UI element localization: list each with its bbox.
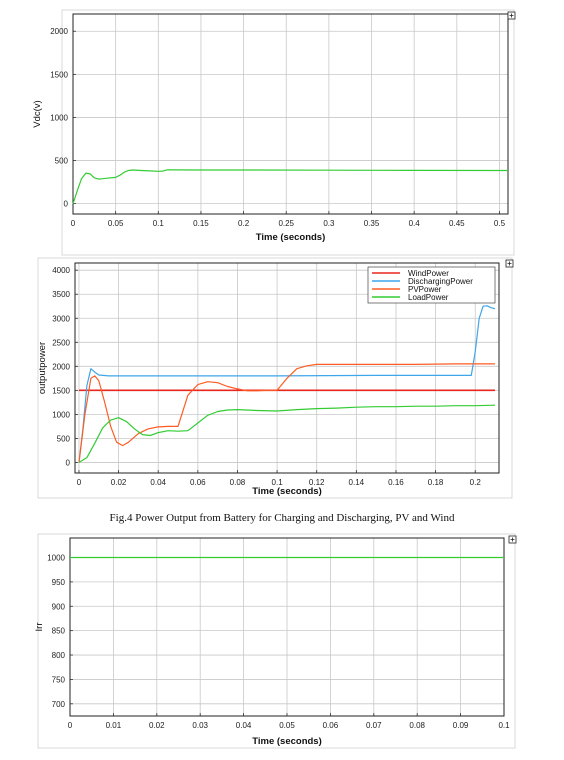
y-axis-label: Irr	[34, 623, 45, 632]
x-tick-label: 0	[77, 478, 82, 487]
y-tick-label: 850	[52, 627, 66, 636]
x-tick-label: 0.07	[366, 721, 382, 730]
x-tick-label: 0.16	[388, 478, 404, 487]
series-line-1	[72, 169, 508, 204]
y-axis-label: outputpower	[37, 342, 48, 394]
x-tick-label: 0	[71, 219, 76, 228]
series-line-loadpower	[78, 404, 496, 463]
expand-icon-glyph	[509, 13, 514, 18]
x-tick-label: 0.25	[278, 219, 294, 228]
y-tick-label: 800	[52, 651, 66, 660]
x-tick-label: 0.4	[409, 219, 421, 228]
x-tick-label: 0.18	[428, 478, 444, 487]
x-tick-label: 0.35	[364, 219, 380, 228]
y-tick-label: 1000	[47, 554, 65, 563]
y-tick-label: 900	[52, 602, 66, 611]
x-tick-label: 0.2	[470, 478, 482, 487]
legend-entry: LoadPower	[408, 293, 449, 302]
y-tick-label: 1500	[50, 70, 68, 79]
chart-panel-3: 0 0.01 0.02 0.03 0.04 0.05 0.06 0.07 0.08 0.09 0.1…	[34, 533, 517, 749]
x-tick-label: 0.03	[192, 721, 208, 730]
x-tick-label: 0.1	[153, 219, 165, 228]
legend-entry: DischargingPower	[408, 277, 473, 286]
series-line-dischargingpower	[78, 305, 496, 463]
axes-box	[72, 13, 509, 215]
chart-panel-2: 0 0.02 0.04 0.06 0.08 0.1 0.12 0.14 0.16 0.18 0.2 0…	[37, 257, 514, 499]
series-line-pvpower	[78, 363, 495, 463]
x-tick-label: 0.05	[279, 721, 295, 730]
x-tick-label: 0	[68, 721, 73, 730]
y-tick-label: 0	[66, 458, 71, 467]
expand-icon-glyph	[510, 537, 515, 542]
x-tick-label: 0.06	[190, 478, 206, 487]
x-tick-label: 0.05	[108, 219, 124, 228]
y-tick-label: 1500	[52, 386, 70, 395]
y-tick-label: 1000	[52, 410, 70, 419]
y-tick-label: 500	[55, 157, 69, 166]
x-axis-label: Time (seconds)	[252, 486, 322, 497]
plot-area	[73, 14, 508, 214]
y-tick-label: 1000	[50, 113, 68, 122]
axes-box	[74, 262, 500, 474]
x-axis-label: Time (seconds)	[252, 736, 322, 747]
x-tick-label: 0.1	[498, 721, 510, 730]
y-tick-label: 500	[57, 434, 71, 443]
figure-caption: Fig.4 Power Output from Battery for Char…	[109, 512, 455, 524]
x-tick-label: 0.14	[349, 478, 365, 487]
x-tick-label: 0.45	[449, 219, 465, 228]
y-tick-label: 0	[64, 200, 69, 209]
y-tick-label: 3000	[52, 314, 70, 323]
x-tick-label: 0.01	[106, 721, 122, 730]
expand-icon-glyph	[507, 261, 512, 266]
x-tick-label: 0.02	[111, 478, 127, 487]
x-axis-label: Time (seconds)	[256, 232, 326, 243]
axes-box	[69, 537, 505, 717]
x-tick-label: 0.08	[230, 478, 246, 487]
x-tick-label: 0.1	[272, 478, 284, 487]
y-tick-label: 2500	[52, 338, 70, 347]
y-tick-label: 750	[52, 675, 66, 684]
y-tick-label: 700	[52, 700, 66, 709]
y-tick-label: 2000	[50, 27, 68, 36]
y-tick-label: 950	[52, 578, 66, 587]
y-tick-label: 4000	[52, 266, 70, 275]
x-tick-label: 0.08	[409, 721, 425, 730]
y-tick-label: 2000	[52, 362, 70, 371]
legend-entry: WindPower	[408, 269, 449, 278]
chart-panel-1: 0 0.05 0.1 0.15 0.2 0.25 0.3 0.35 0.4 0.45 0.5 0 500…	[32, 9, 516, 256]
x-tick-label: 0.09	[453, 721, 469, 730]
x-tick-label: 0.04	[236, 721, 252, 730]
y-tick-label: 3500	[52, 290, 70, 299]
x-tick-label: 0.02	[149, 721, 165, 730]
x-tick-label: 0.15	[193, 219, 209, 228]
x-tick-label: 0.2	[238, 219, 250, 228]
y-axis-label: Vdc(v)	[32, 100, 43, 127]
x-tick-label: 0.06	[323, 721, 339, 730]
x-tick-label: 0.12	[309, 478, 325, 487]
x-tick-label: 0.04	[150, 478, 166, 487]
x-tick-label: 0.5	[494, 219, 506, 228]
legend-entry: PVPower	[408, 285, 442, 294]
x-tick-label: 0.3	[323, 219, 335, 228]
